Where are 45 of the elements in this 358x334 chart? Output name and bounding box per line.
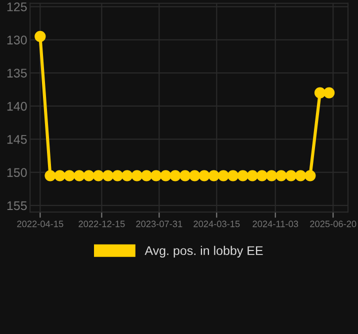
point — [266, 170, 278, 182]
x-tick-label: 2022-04-15 — [17, 220, 64, 228]
point — [150, 170, 162, 182]
point — [285, 170, 297, 182]
point — [131, 170, 143, 182]
point — [102, 170, 114, 182]
point — [256, 170, 268, 182]
y-tick-label: 130 — [7, 36, 27, 44]
point — [198, 170, 210, 182]
point — [218, 170, 229, 182]
point — [83, 170, 94, 182]
point — [64, 170, 75, 182]
point — [237, 170, 248, 182]
point — [227, 170, 239, 182]
y-tick-label: 145 — [7, 135, 27, 144]
legend-label: Avg. pos. in lobby EE — [144, 246, 263, 258]
point — [170, 170, 181, 182]
point — [295, 170, 306, 182]
y-tick-label: 155 — [7, 201, 27, 210]
point — [304, 170, 316, 182]
y-tick-label: 140 — [7, 102, 27, 111]
x-tick-label: 2025-06-20 — [310, 220, 356, 228]
point — [189, 170, 200, 182]
point — [140, 170, 152, 182]
point — [160, 170, 172, 182]
point — [208, 170, 220, 182]
point — [44, 170, 56, 182]
point — [92, 170, 104, 182]
point — [180, 170, 191, 182]
x-tick-label: 2024-03-15 — [194, 220, 240, 228]
point — [246, 170, 258, 182]
y-tick-label: 125 — [7, 2, 27, 12]
x-tick-label: 2022-12-15 — [78, 220, 125, 228]
x-tick-label: 2024-11-03 — [252, 220, 298, 228]
point — [122, 170, 133, 182]
x-tick-label: 2023-07-31 — [136, 220, 182, 228]
point — [112, 170, 124, 182]
point — [34, 30, 46, 42]
point — [314, 87, 326, 98]
point — [74, 170, 85, 182]
point — [324, 87, 335, 98]
y-tick-label: 150 — [7, 168, 27, 177]
y-tick-label: 135 — [7, 68, 27, 78]
point — [276, 170, 287, 182]
point — [54, 170, 66, 182]
